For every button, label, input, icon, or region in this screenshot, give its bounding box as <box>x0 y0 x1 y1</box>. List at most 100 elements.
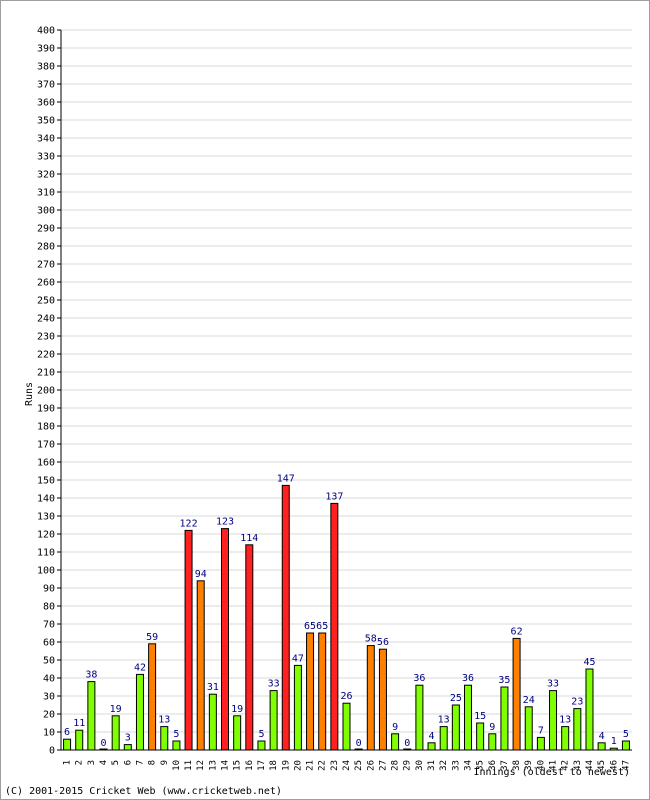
bar <box>609 747 618 751</box>
bar-value-label: 4 <box>429 731 435 742</box>
x-tick-label: 13 <box>208 760 218 771</box>
x-tick-label: 16 <box>245 760 255 771</box>
x-tick-label: 37 <box>500 760 510 771</box>
y-tick-label: 400 <box>37 26 55 37</box>
x-tick-label: 11 <box>184 760 194 771</box>
y-tick-label: 260 <box>37 278 55 289</box>
x-tick-label: 41 <box>549 760 559 771</box>
bar <box>293 664 302 751</box>
bar <box>512 637 521 751</box>
bar-value-label: 19 <box>231 704 243 715</box>
y-tick-label: 160 <box>37 458 55 469</box>
bar-value-label: 25 <box>450 693 462 704</box>
bar-value-label: 23 <box>571 697 583 708</box>
x-tick-label: 33 <box>451 760 461 771</box>
bar-value-label: 122 <box>180 518 198 529</box>
bar <box>463 684 472 751</box>
bar <box>561 726 570 751</box>
y-tick-label: 20 <box>43 710 55 721</box>
bar <box>148 643 157 751</box>
y-tick-label: 390 <box>37 44 55 55</box>
bar <box>391 733 400 751</box>
bar <box>500 686 509 751</box>
bar-value-label: 0 <box>356 738 362 749</box>
y-tick-label: 10 <box>43 728 55 739</box>
y-tick-label: 200 <box>37 386 55 397</box>
x-axis-label: Innings (oldest to newest) <box>473 767 630 778</box>
bar-value-label: 42 <box>134 662 146 673</box>
bar <box>524 706 533 751</box>
x-tick-label: 44 <box>585 760 595 771</box>
bar <box>111 715 120 751</box>
x-tick-label: 3 <box>87 760 97 765</box>
bar-value-label: 123 <box>216 517 234 528</box>
x-tick-label: 42 <box>561 760 571 771</box>
y-tick-label: 30 <box>43 692 55 703</box>
x-tick-label: 20 <box>293 760 303 771</box>
y-tick-label: 270 <box>37 260 55 271</box>
bar-value-label: 13 <box>559 715 571 726</box>
x-tick-label: 21 <box>306 760 316 771</box>
bar <box>318 632 327 751</box>
y-tick-label: 320 <box>37 170 55 181</box>
x-tick-label: 28 <box>391 760 401 771</box>
y-tick-label: 350 <box>37 116 55 127</box>
bar-value-label: 5 <box>258 729 264 740</box>
y-tick-label: 190 <box>37 404 55 415</box>
y-tick-label: 210 <box>37 368 55 379</box>
y-tick-label: 140 <box>37 494 55 505</box>
bar-value-label: 56 <box>377 637 389 648</box>
y-tick-label: 250 <box>37 296 55 307</box>
bar <box>99 748 108 751</box>
y-tick-label: 90 <box>43 584 55 595</box>
bar <box>488 733 497 751</box>
bar-value-label: 114 <box>240 533 258 544</box>
x-tick-label: 19 <box>281 760 291 771</box>
y-tick-label: 340 <box>37 134 55 145</box>
x-tick-label: 5 <box>111 760 121 765</box>
bar-value-label: 33 <box>268 679 280 690</box>
x-tick-label: 45 <box>597 760 607 771</box>
x-tick-label: 26 <box>366 760 376 771</box>
bar <box>330 502 339 751</box>
y-tick-label: 150 <box>37 476 55 487</box>
bar <box>536 736 545 751</box>
bar-value-label: 33 <box>547 679 559 690</box>
y-axis-label: Runs <box>24 381 35 406</box>
bar-value-label: 0 <box>404 738 410 749</box>
bar-value-label: 147 <box>277 473 295 484</box>
bar <box>87 681 96 751</box>
y-tick-label: 240 <box>37 314 55 325</box>
bar <box>160 726 169 751</box>
bar-value-label: 6 <box>64 727 70 738</box>
x-tick-label: 4 <box>99 760 109 765</box>
bar <box>75 729 84 751</box>
x-tick-label: 22 <box>318 760 328 771</box>
bar <box>585 668 594 751</box>
bar <box>172 740 181 751</box>
bar-value-label: 11 <box>73 718 85 729</box>
y-tick-label: 110 <box>37 548 55 559</box>
y-tick-label: 180 <box>37 422 55 433</box>
bar-value-label: 4 <box>599 731 605 742</box>
bar-value-label: 7 <box>538 725 544 736</box>
x-tick-label: 6 <box>123 760 133 765</box>
bar-value-label: 26 <box>340 691 352 702</box>
x-tick-label: 17 <box>257 760 267 771</box>
bar <box>439 726 448 751</box>
y-tick-label: 360 <box>37 98 55 109</box>
bar <box>63 738 72 751</box>
bar <box>573 708 582 751</box>
bar <box>208 693 217 751</box>
x-tick-label: 15 <box>233 760 243 771</box>
bar <box>621 740 630 751</box>
bar-value-label: 36 <box>413 673 425 684</box>
y-tick-label: 290 <box>37 224 55 235</box>
bar <box>378 648 387 751</box>
x-tick-label: 10 <box>172 760 182 771</box>
x-tick-label: 47 <box>621 760 631 771</box>
y-tick-label: 280 <box>37 242 55 253</box>
y-tick-label: 60 <box>43 638 55 649</box>
bar <box>403 748 412 751</box>
bar <box>476 722 485 751</box>
